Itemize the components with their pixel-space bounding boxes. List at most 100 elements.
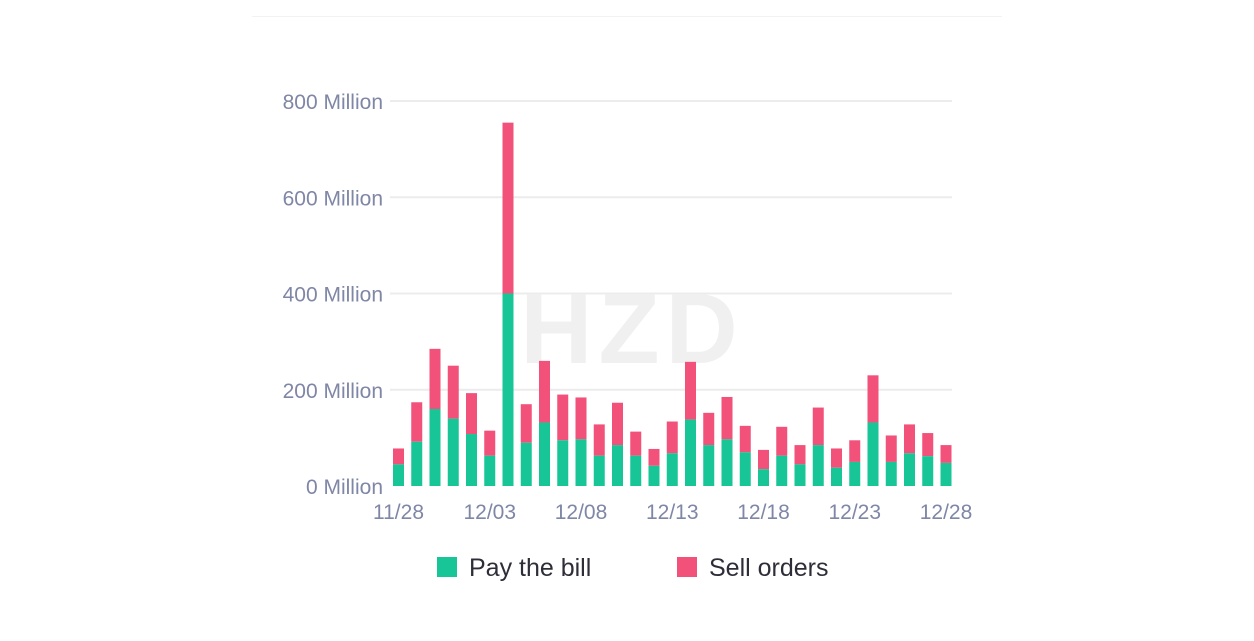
bar-pay-the-bill[interactable]: [648, 465, 660, 486]
bar-sell-orders[interactable]: [593, 424, 605, 456]
bar-sell-orders[interactable]: [502, 122, 514, 294]
bar-stack-12-20[interactable]: [794, 445, 806, 486]
bar-stack-12-15[interactable]: [703, 412, 715, 486]
bar-stack-12-07[interactable]: [557, 394, 569, 486]
bar-stack-11-30[interactable]: [429, 348, 441, 486]
bar-stack-12-23[interactable]: [849, 440, 861, 486]
bar-sell-orders[interactable]: [393, 448, 404, 465]
bar-sell-orders[interactable]: [758, 449, 769, 470]
legend-label: Pay the bill: [469, 554, 591, 582]
bar-sell-orders[interactable]: [721, 396, 733, 440]
bar-pay-the-bill[interactable]: [393, 464, 404, 486]
x-tick-label: 12/18: [737, 501, 790, 524]
bar-stack-12-04[interactable]: [502, 122, 514, 487]
bar-pay-the-bill[interactable]: [776, 455, 788, 486]
bar-pay-the-bill[interactable]: [758, 469, 769, 486]
bar-sell-orders[interactable]: [484, 430, 496, 456]
bar-pay-the-bill[interactable]: [739, 452, 751, 486]
bar-sell-orders[interactable]: [447, 365, 459, 419]
bar-stack-11-29[interactable]: [411, 402, 423, 486]
bar-stack-12-01[interactable]: [447, 365, 459, 486]
bar-stack-12-11[interactable]: [630, 431, 642, 486]
bar-pay-the-bill[interactable]: [885, 461, 897, 486]
bar-stack-12-12[interactable]: [648, 448, 660, 486]
bar-sell-orders[interactable]: [411, 402, 423, 442]
bar-pay-the-bill[interactable]: [940, 462, 952, 486]
bar-sell-orders[interactable]: [940, 445, 952, 463]
bar-pay-the-bill[interactable]: [575, 439, 587, 486]
bar-sell-orders[interactable]: [630, 431, 642, 456]
bar-stack-12-08[interactable]: [575, 397, 587, 486]
bar-sell-orders[interactable]: [466, 393, 477, 435]
bar-pay-the-bill[interactable]: [849, 461, 861, 486]
bar-sell-orders[interactable]: [648, 448, 660, 466]
bar-sell-orders[interactable]: [794, 445, 806, 465]
legend-item-1[interactable]: Sell orders: [677, 554, 829, 582]
bar-stack-12-21[interactable]: [812, 407, 824, 486]
bar-pay-the-bill[interactable]: [904, 453, 915, 486]
bar-pay-the-bill[interactable]: [411, 441, 423, 486]
bar-sell-orders[interactable]: [520, 404, 532, 443]
bar-pay-the-bill[interactable]: [502, 293, 514, 487]
bar-stack-12-26[interactable]: [904, 424, 915, 486]
bar-stack-12-19[interactable]: [776, 426, 788, 486]
bar-sell-orders[interactable]: [904, 424, 915, 454]
bar-sell-orders[interactable]: [429, 348, 441, 409]
bar-pay-the-bill[interactable]: [867, 422, 879, 486]
bar-sell-orders[interactable]: [776, 426, 788, 456]
bar-pay-the-bill[interactable]: [539, 422, 550, 486]
bar-pay-the-bill[interactable]: [484, 455, 496, 486]
bar-stack-12-28[interactable]: [940, 445, 952, 486]
bar-pay-the-bill[interactable]: [666, 453, 678, 486]
bar-sell-orders[interactable]: [849, 440, 861, 462]
bar-stack-12-27[interactable]: [922, 433, 934, 486]
legend[interactable]: Pay the bill Sell orders: [437, 554, 829, 582]
bar-stack-12-02[interactable]: [466, 393, 477, 486]
bar-sell-orders[interactable]: [539, 360, 550, 423]
bar-stack-12-18[interactable]: [758, 449, 769, 486]
bar-pay-the-bill[interactable]: [922, 456, 934, 486]
bar-sell-orders[interactable]: [739, 425, 751, 453]
bar-sell-orders[interactable]: [831, 448, 842, 468]
bar-pay-the-bill[interactable]: [593, 455, 605, 486]
bar-sell-orders[interactable]: [575, 397, 587, 440]
bar-pay-the-bill[interactable]: [466, 434, 477, 486]
chart-card: HZD 0 Million 200 Million 400 Million 600 M…: [252, 16, 1002, 627]
bar-stack-12-24[interactable]: [867, 375, 879, 486]
bar-sell-orders[interactable]: [812, 407, 824, 446]
bar-stack-12-09[interactable]: [593, 424, 605, 486]
bar-stack-12-25[interactable]: [885, 435, 897, 486]
bar-stack-12-13[interactable]: [666, 421, 678, 486]
bar-stack-12-03[interactable]: [484, 430, 496, 486]
bar-pay-the-bill[interactable]: [812, 445, 824, 486]
bar-stack-12-16[interactable]: [721, 396, 733, 486]
bar-sell-orders[interactable]: [666, 421, 678, 454]
bar-pay-the-bill[interactable]: [447, 418, 459, 486]
bar-sell-orders[interactable]: [612, 402, 623, 446]
bar-pay-the-bill[interactable]: [703, 445, 715, 486]
bar-sell-orders[interactable]: [867, 375, 879, 423]
bar-sell-orders[interactable]: [703, 412, 715, 446]
bar-stack-12-10[interactable]: [612, 402, 623, 486]
bar-sell-orders[interactable]: [922, 433, 934, 457]
bar-sell-orders[interactable]: [557, 394, 569, 441]
bar-stack-12-06[interactable]: [539, 360, 550, 486]
bar-pay-the-bill[interactable]: [429, 409, 441, 486]
bar-pay-the-bill[interactable]: [831, 467, 842, 486]
bar-stack-12-14[interactable]: [685, 361, 696, 486]
bar-pay-the-bill[interactable]: [520, 442, 532, 486]
bar-sell-orders[interactable]: [685, 361, 696, 420]
bar-stack-12-17[interactable]: [739, 425, 751, 486]
legend-item-0[interactable]: Pay the bill: [437, 554, 591, 582]
bar-pay-the-bill[interactable]: [685, 419, 696, 486]
bar-pay-the-bill[interactable]: [721, 439, 733, 486]
bar-pay-the-bill[interactable]: [794, 464, 806, 486]
bar-stack-11-28[interactable]: [393, 448, 404, 486]
bar-pay-the-bill[interactable]: [557, 440, 569, 486]
bar-stack-12-05[interactable]: [520, 404, 532, 486]
bar-pay-the-bill[interactable]: [630, 455, 642, 486]
stacked-bar-chart: HZD 0 Million 200 Million 400 Million 600 M…: [283, 91, 973, 582]
bar-sell-orders[interactable]: [885, 435, 897, 462]
bar-pay-the-bill[interactable]: [612, 445, 623, 486]
bar-stack-12-22[interactable]: [831, 448, 842, 486]
